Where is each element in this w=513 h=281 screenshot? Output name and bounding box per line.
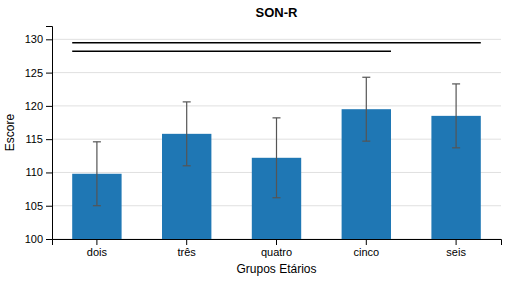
y-tick: 115 <box>25 133 52 145</box>
x-tick-label: quatro <box>261 246 292 258</box>
error-bar-stem <box>456 84 457 148</box>
chart: dois três quatro cinco seis 100 105 110 115 120 12… <box>0 0 513 281</box>
error-bar-cap <box>273 197 281 198</box>
plot-area: dois três quatro cinco seis 100 105 110 115 120 12… <box>25 27 502 258</box>
error-bar-stem <box>96 142 97 206</box>
error-bar-cap <box>93 205 101 206</box>
error-bar-cap <box>93 141 101 142</box>
y-tick-label: 130 <box>25 33 43 45</box>
grid-line <box>52 72 501 73</box>
y-tick-mark <box>46 106 52 107</box>
y-tick-mark <box>46 39 52 40</box>
y-tick: 100 <box>25 233 52 245</box>
x-axis: dois três quatro cinco seis <box>53 239 502 258</box>
y-tick-mark <box>46 206 52 207</box>
x-tick-label: seis <box>446 246 466 258</box>
error-bar-cap <box>452 83 460 84</box>
x-tick: dois <box>87 239 108 258</box>
y-tick-label: 110 <box>25 166 43 178</box>
y-tick: 120 <box>25 100 52 112</box>
x-tick-mark <box>276 239 277 245</box>
x-axis-line <box>53 240 502 246</box>
error-bar <box>93 142 101 206</box>
x-tick: seis <box>446 239 466 258</box>
x-tick-mark <box>456 239 457 245</box>
y-tick-label: 125 <box>25 67 43 79</box>
y-tick-mark <box>46 73 52 74</box>
error-bar-cap <box>362 141 370 142</box>
title: SON-R <box>256 5 299 20</box>
error-bar-cap <box>183 101 191 102</box>
grid-line <box>52 39 501 40</box>
y-tick-label: 120 <box>25 100 43 112</box>
marks <box>72 43 481 239</box>
y-tick-mark <box>46 172 52 173</box>
error-bar-cap <box>452 147 460 148</box>
error-bar-stem <box>366 77 367 141</box>
x-tick-label: dois <box>87 246 108 258</box>
y-tick: 110 <box>25 166 52 178</box>
x-tick-mark <box>366 239 367 245</box>
error-bar-stem <box>186 102 187 166</box>
y-tick-mark <box>46 139 52 140</box>
error-bar <box>273 118 281 198</box>
error-bar <box>452 84 460 148</box>
error-bar-stem <box>276 118 277 198</box>
error-bar-cap <box>183 165 191 166</box>
error-bar <box>362 77 370 141</box>
x-tick-label: três <box>178 246 197 258</box>
error-bar-cap <box>273 117 281 118</box>
y-tick: 125 <box>25 67 52 79</box>
x-tick-mark <box>186 239 187 245</box>
y-tick-mark <box>46 239 52 240</box>
grid-line <box>52 105 501 106</box>
x-tick: cinco <box>353 239 379 258</box>
x-tick-label: cinco <box>353 246 379 258</box>
error-bar-cap <box>362 77 370 78</box>
x-axis-title: Grupos Etários <box>236 262 316 276</box>
error-bar <box>183 102 191 166</box>
y-tick: 130 <box>25 33 52 45</box>
y-tick-label: 105 <box>25 200 43 212</box>
significance-line <box>72 51 391 53</box>
x-tick-mark <box>96 239 97 245</box>
y-tick: 105 <box>25 200 52 212</box>
y-axis: 100 105 110 115 120 125 130 <box>25 27 53 246</box>
y-tick-label: 115 <box>25 133 43 145</box>
y-tick-label: 100 <box>25 233 43 245</box>
x-tick: três <box>178 239 197 258</box>
grid <box>52 39 501 239</box>
y-axis-title: Escore <box>3 114 17 152</box>
x-tick: quatro <box>261 239 292 258</box>
significance-line <box>72 42 481 44</box>
y-axis-line <box>46 27 53 240</box>
